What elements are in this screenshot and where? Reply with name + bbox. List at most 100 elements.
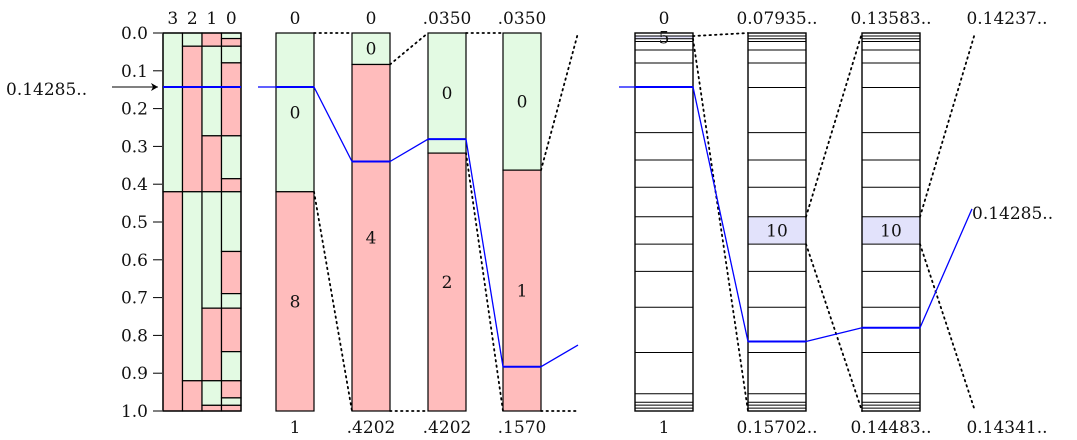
bar-one-count: 8 bbox=[290, 292, 301, 312]
axis-tick-label: 0.7 bbox=[121, 289, 148, 309]
axis-tick-label: 0.2 bbox=[121, 100, 148, 120]
bit-segment bbox=[220, 62, 242, 137]
bit-segment bbox=[220, 293, 242, 309]
bit-segment bbox=[201, 307, 223, 382]
axis-tick-label: 0.9 bbox=[121, 364, 148, 384]
bar-top-label: 0 bbox=[366, 9, 377, 29]
bit-segment bbox=[181, 191, 203, 382]
axis-tick-label: 0.3 bbox=[121, 137, 148, 157]
output-value-label: 0.14285.. bbox=[972, 204, 1053, 224]
final-interval-bottom-label: 0.14341.. bbox=[966, 418, 1047, 438]
zoom-dotted-lines bbox=[313, 32, 976, 412]
bar-top-label: .0350 bbox=[423, 9, 472, 29]
decimal-bar-top-label: 0.13583.. bbox=[850, 9, 931, 29]
bar-bottom-label: .4202 bbox=[423, 418, 472, 438]
axis-tick-label: 0.5 bbox=[121, 213, 148, 233]
axis-tick-label: 0.0 bbox=[121, 24, 148, 44]
bit-segment bbox=[220, 351, 242, 382]
bit-segment bbox=[162, 191, 184, 412]
bar-bottom-label: .1570 bbox=[498, 418, 547, 438]
final-interval-top-label: 0.14237.. bbox=[966, 9, 1047, 29]
selected-digit-label: 5 bbox=[659, 28, 670, 48]
bit-strip-border bbox=[162, 32, 242, 412]
axis-tick-label: 0.4 bbox=[121, 175, 148, 195]
zoom-line bbox=[692, 32, 749, 37]
zoom-line bbox=[389, 32, 429, 66]
bit-column-header: 0 bbox=[226, 9, 237, 29]
bar-bottom-label: 1 bbox=[290, 418, 301, 438]
decimal-bar-bottom-label: 0.14483.. bbox=[850, 418, 931, 438]
bar-one-count: 2 bbox=[442, 273, 453, 293]
digit-highlight bbox=[635, 36, 693, 39]
bit-segment bbox=[220, 135, 242, 180]
bit-segment bbox=[220, 45, 242, 64]
zoom-line bbox=[540, 32, 579, 172]
bit-segment bbox=[220, 178, 242, 193]
axis-tick-label: 0.8 bbox=[121, 326, 148, 346]
bit-segment bbox=[181, 380, 203, 412]
digit-highlight bbox=[862, 216, 920, 245]
bit-segment bbox=[220, 307, 242, 353]
bar-top-label: .0350 bbox=[498, 9, 547, 29]
bit-segment bbox=[220, 380, 242, 399]
decimal-bar-top-label: 0.07935.. bbox=[736, 9, 817, 29]
selected-digit-label: 10 bbox=[880, 221, 902, 241]
bar-zero-segment bbox=[275, 32, 315, 193]
decimal-bar bbox=[861, 32, 921, 412]
bar-zero-count: 0 bbox=[517, 93, 528, 113]
bar-one-segment bbox=[427, 152, 467, 412]
input-value-label: 0.14285.. bbox=[6, 80, 87, 100]
input-arrow-head bbox=[151, 82, 158, 91]
bit-column-header: 3 bbox=[167, 9, 178, 29]
bit-segment bbox=[220, 397, 242, 406]
decimal-bar bbox=[747, 32, 807, 412]
bit-segment bbox=[220, 250, 242, 295]
bar-top-label: 0 bbox=[290, 9, 301, 29]
bit-column-header: 1 bbox=[206, 9, 217, 29]
bit-segment bbox=[201, 191, 223, 309]
decimal-interval-bars: 0 1 5 0.07935.. 0.15702.. 10 0.13583.. 0.14483.… bbox=[634, 9, 932, 438]
bit-segment bbox=[201, 32, 223, 47]
value-axis: 0.0 0.1 0.2 0.3 0.4 0.5 0.6 0.7 0.8 0.9 1.0 bbox=[121, 24, 162, 422]
binary-interval-bars: 0 1 0 8 0 .4202 0 4 .0350 .4202 0 2 .0350 .1570 0 1 bbox=[275, 9, 547, 438]
bar-one-segment bbox=[351, 63, 391, 412]
bar-one-segment bbox=[275, 191, 315, 412]
decimal-bar bbox=[634, 32, 694, 412]
zoom-line bbox=[313, 190, 353, 412]
bit-segment bbox=[220, 32, 242, 40]
bar-one-segment bbox=[502, 169, 542, 412]
axis-tick-label: 0.6 bbox=[121, 251, 148, 271]
zoom-line bbox=[465, 152, 504, 412]
bit-segment bbox=[201, 404, 223, 412]
decimal-decoding-path bbox=[619, 86, 973, 343]
bar-zero-count: 0 bbox=[290, 103, 301, 123]
bar-one-count: 1 bbox=[517, 282, 528, 302]
bar-zero-count: 0 bbox=[442, 84, 453, 104]
zoom-line bbox=[919, 243, 976, 412]
selected-digit-label: 10 bbox=[766, 221, 788, 241]
input-value-marker: 0.14285.. bbox=[6, 80, 158, 100]
bar-zero-segment bbox=[351, 32, 391, 66]
bar-one-count: 4 bbox=[366, 229, 377, 249]
axis-tick-label: 0.1 bbox=[121, 62, 148, 82]
bar-zero-segment bbox=[502, 32, 542, 171]
zoom-line bbox=[805, 243, 863, 412]
decoding-path bbox=[258, 86, 973, 368]
zoom-line bbox=[805, 32, 863, 218]
binary-decoding-path bbox=[258, 86, 579, 368]
bit-segment bbox=[201, 45, 223, 137]
bit-segment bbox=[220, 404, 242, 412]
bar-zero-count: 0 bbox=[366, 40, 377, 60]
bit-segment bbox=[220, 191, 242, 253]
zoom-line bbox=[919, 32, 976, 218]
bit-segment bbox=[181, 45, 203, 193]
bit-segment bbox=[162, 32, 184, 193]
bit-segment bbox=[181, 32, 203, 47]
bit-segment bbox=[201, 135, 223, 193]
bit-segment bbox=[220, 37, 242, 47]
decimal-bar-bottom-label: 0.15702.. bbox=[736, 418, 817, 438]
decimal-bar-bottom-label: 1 bbox=[659, 418, 670, 438]
decimal-bar-top-label: 0 bbox=[659, 9, 670, 29]
